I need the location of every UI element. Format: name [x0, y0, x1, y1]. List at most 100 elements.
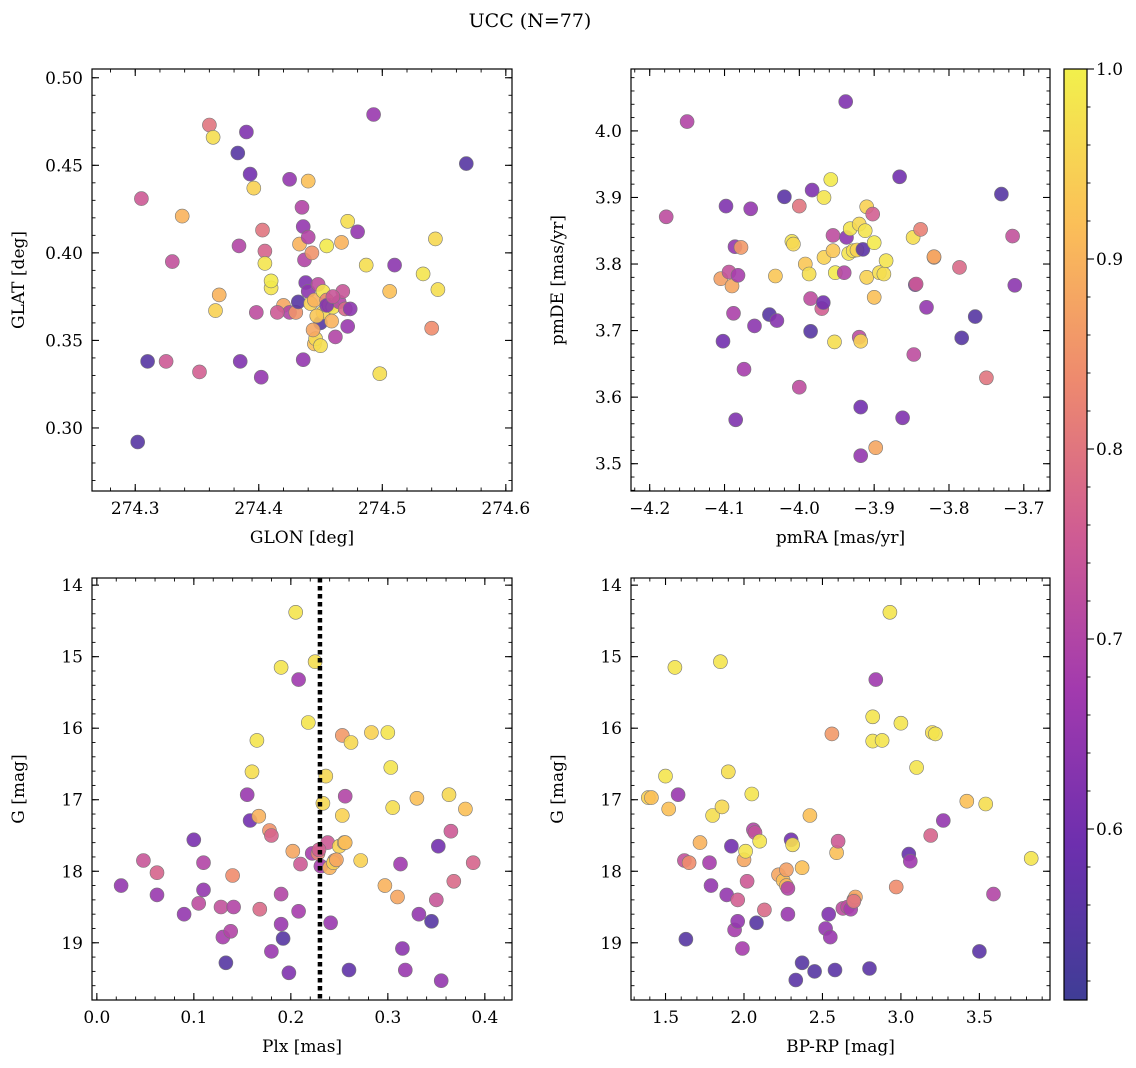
- y-tick-label: 19: [600, 934, 622, 954]
- scatter-point: [726, 305, 741, 321]
- scatter-point: [458, 801, 473, 817]
- scatter-point: [935, 813, 951, 828]
- scatter-point: [794, 860, 810, 876]
- colorbar-gradient: [1064, 69, 1087, 1000]
- scatter-point: [803, 291, 818, 306]
- scatter-point: [113, 878, 129, 893]
- scatter-point: [208, 303, 223, 318]
- scatter-point: [859, 269, 875, 285]
- scatter-point: [433, 973, 449, 989]
- scatter-point: [251, 808, 267, 824]
- scatter-point: [644, 790, 659, 805]
- scatter-point: [979, 370, 994, 386]
- scatter-point: [804, 182, 820, 198]
- scatter-point: [744, 786, 760, 802]
- scatter-point: [304, 245, 320, 261]
- scatter-point: [738, 843, 753, 859]
- x-tick-label: −3.7: [1003, 499, 1044, 519]
- scatter-point: [380, 725, 396, 740]
- scatter-point: [967, 309, 983, 324]
- scatter-point: [269, 305, 285, 320]
- x-tick-label: 3.0: [887, 1008, 914, 1028]
- scatter-point: [994, 186, 1009, 202]
- scatter-point: [769, 313, 785, 328]
- scatter-point: [248, 305, 264, 320]
- x-tick-label: −4.0: [779, 499, 820, 519]
- scatter-point: [366, 107, 381, 122]
- x-tick-label: 0.1: [180, 1008, 207, 1028]
- scatter-point: [954, 330, 970, 346]
- scatter-point: [821, 906, 837, 922]
- scatter-point: [315, 795, 331, 811]
- colorbar-tick-label: 0.8: [1096, 440, 1123, 460]
- y-axis-label: G [mag]: [548, 754, 568, 823]
- scatter-point: [313, 338, 328, 354]
- scatter-point: [866, 235, 882, 250]
- scatter-point: [294, 200, 310, 215]
- scatter-point: [337, 835, 353, 850]
- scatter-point: [165, 254, 180, 269]
- subplot-glon-glat: 274.3 274.4 274.5 274.6 0.30 0.35 0.40 0.45 0.50…: [9, 68, 530, 548]
- y-tick-label: 0.45: [45, 156, 83, 176]
- scatter-point: [249, 733, 265, 748]
- scatter-point: [377, 878, 393, 893]
- scatter-point: [720, 764, 736, 780]
- scatter-point: [878, 253, 894, 269]
- x-axis-label: pmRA [mas/yr]: [776, 528, 905, 548]
- scatter-point: [397, 962, 413, 978]
- scatter-point: [149, 887, 165, 903]
- scatter-point: [1023, 851, 1039, 866]
- x-tick-label: 2.5: [809, 1008, 836, 1028]
- scatter-point: [295, 352, 311, 368]
- scatter-point: [952, 260, 967, 275]
- scatter-point: [242, 166, 258, 182]
- scatter-point: [409, 790, 425, 806]
- y-axis-label: pmDE [mas/yr]: [548, 215, 568, 345]
- scatter-point: [678, 931, 694, 947]
- scatter-point: [300, 715, 316, 730]
- subplots: 274.3 274.4 274.5 274.6 0.30 0.35 0.40 0.45 0.50…: [9, 68, 1051, 1057]
- scatter-point: [300, 229, 316, 245]
- scatter-point: [415, 266, 431, 282]
- scatter-point: [823, 172, 839, 187]
- y-tick-label: 0.40: [45, 244, 83, 264]
- scatter-point: [730, 913, 746, 929]
- scatter-point: [334, 235, 349, 250]
- x-tick-label: −3.8: [928, 499, 969, 519]
- scatter-point: [443, 823, 459, 839]
- scatter-point: [309, 308, 325, 324]
- x-tick-label: −4.2: [629, 499, 670, 519]
- x-tick-label: −4.1: [704, 499, 745, 519]
- scatter-point: [702, 855, 717, 871]
- scatter-point: [343, 735, 359, 750]
- axes-frame: [630, 68, 1051, 492]
- scatter-point: [978, 796, 994, 812]
- scatter-point: [149, 865, 165, 881]
- y-tick-label: 18: [61, 862, 83, 882]
- scatter-points: [130, 107, 474, 450]
- scatter-point: [290, 294, 306, 310]
- scatter-point: [892, 169, 907, 185]
- scatter-point: [281, 965, 297, 981]
- y-tick-label: 0.50: [45, 69, 83, 89]
- scatter-point: [130, 434, 145, 450]
- scatter-point: [661, 801, 677, 817]
- scatter-point: [714, 799, 730, 815]
- scatter-point: [802, 808, 818, 823]
- scatter-point: [393, 856, 408, 872]
- scatter-point: [424, 913, 439, 929]
- scatter-point: [428, 892, 444, 908]
- scatter-point: [253, 369, 269, 385]
- y-tick-label: 14: [61, 576, 83, 596]
- x-tick-label: 0.4: [471, 1008, 498, 1028]
- colorbar-tick-label: 0.9: [1096, 250, 1123, 270]
- scatter-point: [273, 886, 289, 902]
- scatter-point: [192, 364, 207, 380]
- scatter-point: [257, 243, 273, 259]
- scatter-point: [919, 299, 934, 315]
- scatter-point: [786, 236, 801, 252]
- scatter-point: [959, 793, 975, 809]
- scatter-point: [387, 257, 402, 273]
- scatter-point: [703, 878, 719, 893]
- scatter-point: [986, 886, 1001, 902]
